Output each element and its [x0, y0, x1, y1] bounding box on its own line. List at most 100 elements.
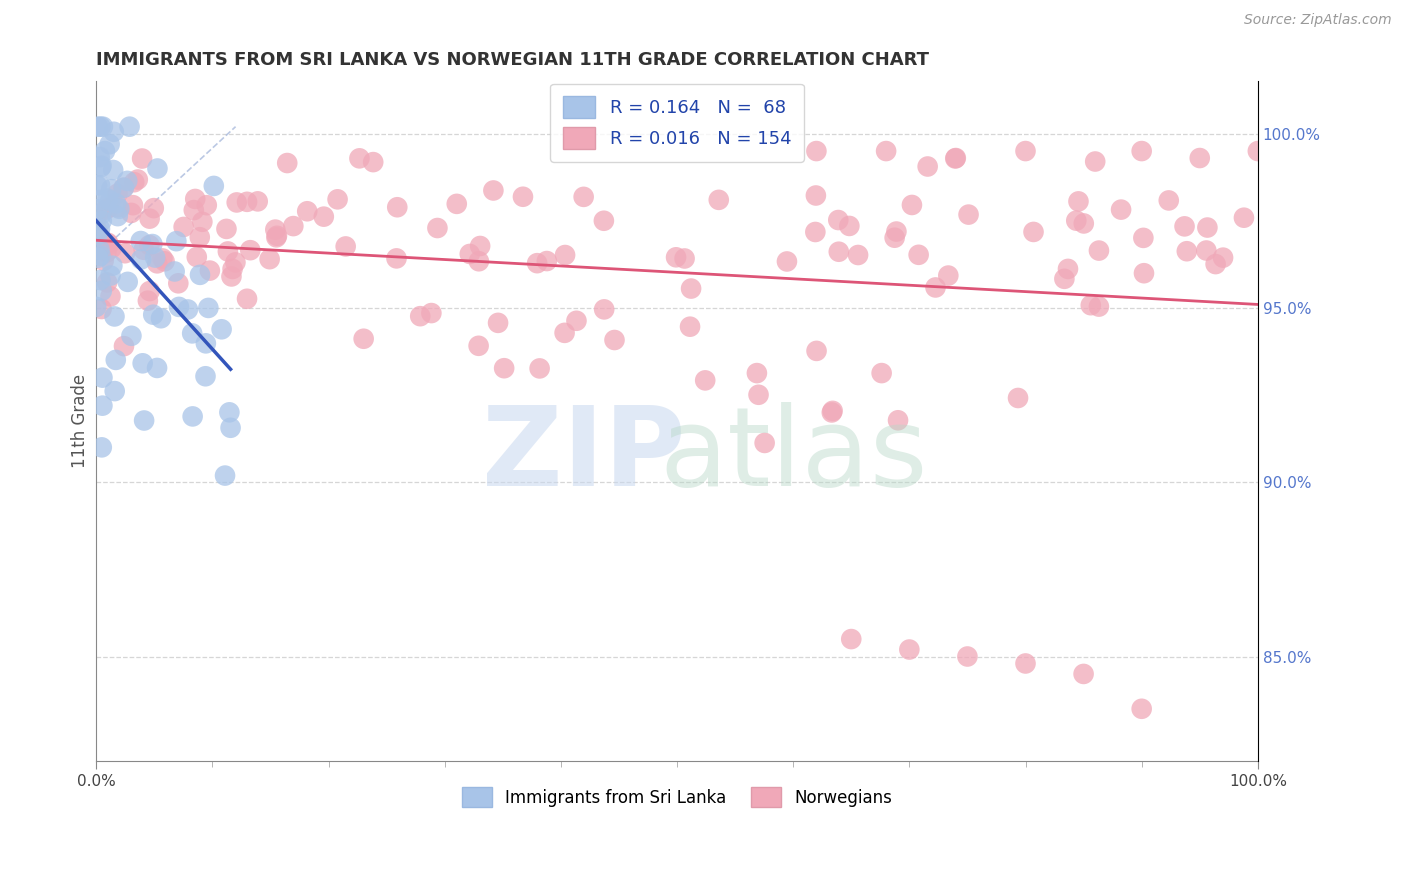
Point [236, 292, 259, 306]
Point [122, 175, 145, 189]
Point [136, 293, 159, 308]
Point [883, 230, 905, 244]
Point [112, 180, 135, 194]
Point [266, 230, 288, 244]
Point [87, 251, 110, 265]
Point [96, 245, 118, 260]
Point [221, 269, 243, 284]
Point [150, 311, 173, 326]
Point [956, 649, 979, 664]
Point [806, 144, 828, 158]
Point [84, 300, 107, 314]
Point [132, 243, 155, 257]
Point [681, 282, 703, 296]
Point [420, 306, 443, 320]
Point [97, 238, 120, 252]
Point [239, 243, 262, 257]
Point [554, 326, 576, 340]
Point [108, 202, 131, 216]
Point [673, 252, 696, 266]
Point [90, 207, 112, 221]
Point [225, 195, 247, 210]
Point [838, 219, 860, 233]
Point [804, 188, 827, 202]
Point [224, 255, 246, 269]
Point [1173, 219, 1195, 234]
Point [446, 197, 468, 211]
Point [143, 251, 166, 265]
Point [924, 280, 946, 294]
Point [745, 366, 768, 380]
Point [1197, 220, 1219, 235]
Point [86, 202, 108, 217]
Point [153, 254, 176, 268]
Point [839, 632, 862, 646]
Point [211, 322, 233, 336]
Point [152, 252, 174, 266]
Point [91, 399, 114, 413]
Point [98, 201, 121, 215]
Point [1247, 144, 1270, 158]
Point [312, 210, 335, 224]
Point [103, 125, 125, 139]
Point [349, 152, 371, 166]
Point [945, 151, 967, 165]
Point [98, 194, 121, 208]
Point [177, 302, 200, 317]
Point [142, 308, 165, 322]
Point [173, 219, 195, 234]
Point [385, 252, 408, 266]
Point [181, 326, 204, 341]
Point [297, 204, 319, 219]
Point [96, 276, 118, 290]
Point [776, 254, 799, 268]
Point [114, 246, 136, 260]
Point [1212, 251, 1234, 265]
Point [197, 301, 219, 315]
Point [219, 421, 242, 435]
Point [146, 256, 169, 270]
Point [93, 253, 115, 268]
Point [115, 174, 138, 188]
Point [127, 172, 149, 186]
Point [1084, 154, 1107, 169]
Point [283, 219, 305, 233]
Point [89, 241, 111, 255]
Point [957, 208, 980, 222]
Point [1007, 391, 1029, 405]
Point [1109, 202, 1132, 217]
Point [387, 200, 409, 214]
Point [1188, 151, 1211, 165]
Point [107, 200, 129, 214]
Point [821, 405, 844, 419]
Text: Source: ZipAtlas.com: Source: ZipAtlas.com [1244, 13, 1392, 28]
Point [183, 203, 205, 218]
Point [97, 236, 120, 251]
Point [87, 120, 110, 134]
Point [112, 339, 135, 353]
Point [1073, 667, 1095, 681]
Point [90, 120, 112, 134]
Point [335, 239, 357, 253]
Point [86, 223, 108, 237]
Point [132, 413, 155, 427]
Point [94, 202, 117, 217]
Point [486, 316, 509, 330]
Point [103, 163, 125, 178]
Point [131, 356, 153, 370]
Point [458, 247, 481, 261]
Point [142, 201, 165, 215]
Point [1157, 194, 1180, 208]
Point [129, 252, 152, 267]
Point [1053, 272, 1076, 286]
Point [191, 215, 214, 229]
Point [91, 370, 114, 384]
Point [804, 225, 827, 239]
Point [104, 196, 127, 211]
Point [482, 184, 505, 198]
Point [218, 405, 240, 419]
Point [98, 137, 121, 152]
Point [1132, 231, 1154, 245]
Point [898, 642, 921, 657]
Point [146, 161, 169, 176]
